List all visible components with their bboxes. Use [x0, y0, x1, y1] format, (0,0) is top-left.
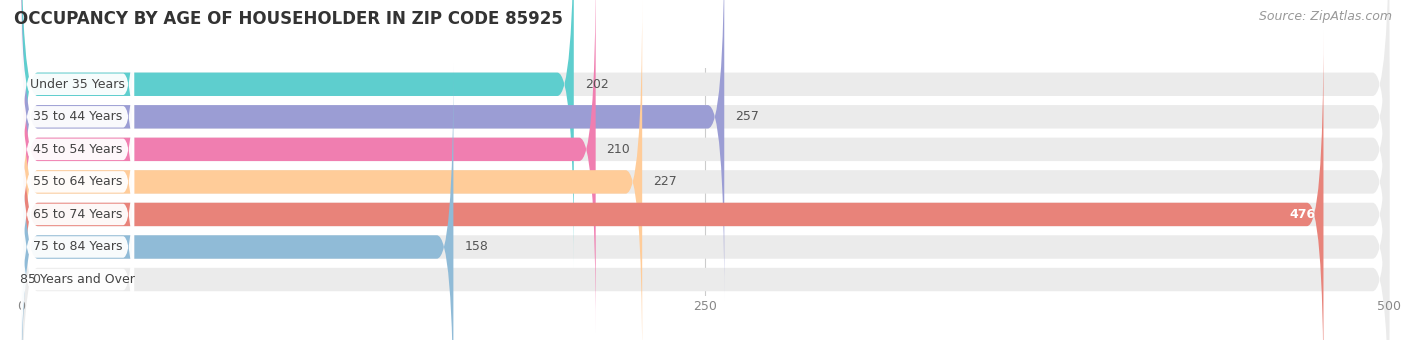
FancyBboxPatch shape	[21, 96, 1389, 340]
FancyBboxPatch shape	[21, 0, 724, 300]
Text: 55 to 64 Years: 55 to 64 Years	[32, 175, 122, 188]
Text: 257: 257	[735, 110, 759, 123]
FancyBboxPatch shape	[21, 30, 134, 269]
FancyBboxPatch shape	[21, 0, 134, 236]
FancyBboxPatch shape	[21, 0, 1389, 333]
Text: 35 to 44 Years: 35 to 44 Years	[32, 110, 122, 123]
Text: 202: 202	[585, 78, 609, 91]
Text: 0: 0	[32, 273, 39, 286]
Text: 227: 227	[654, 175, 676, 188]
FancyBboxPatch shape	[21, 0, 134, 204]
Text: OCCUPANCY BY AGE OF HOUSEHOLDER IN ZIP CODE 85925: OCCUPANCY BY AGE OF HOUSEHOLDER IN ZIP C…	[14, 10, 562, 28]
FancyBboxPatch shape	[21, 128, 134, 340]
FancyBboxPatch shape	[21, 0, 574, 268]
Text: 75 to 84 Years: 75 to 84 Years	[32, 240, 122, 254]
FancyBboxPatch shape	[21, 63, 134, 301]
FancyBboxPatch shape	[21, 95, 134, 334]
FancyBboxPatch shape	[21, 0, 1389, 340]
FancyBboxPatch shape	[21, 0, 643, 340]
FancyBboxPatch shape	[21, 31, 1323, 340]
Text: 210: 210	[606, 143, 630, 156]
FancyBboxPatch shape	[21, 0, 1389, 300]
FancyBboxPatch shape	[21, 0, 596, 333]
Text: Under 35 Years: Under 35 Years	[30, 78, 125, 91]
FancyBboxPatch shape	[21, 0, 1389, 268]
FancyBboxPatch shape	[21, 64, 1389, 340]
Text: Source: ZipAtlas.com: Source: ZipAtlas.com	[1258, 10, 1392, 23]
FancyBboxPatch shape	[21, 160, 134, 340]
FancyBboxPatch shape	[21, 31, 1389, 340]
Text: 158: 158	[464, 240, 488, 254]
Text: 85 Years and Over: 85 Years and Over	[20, 273, 135, 286]
Text: 476: 476	[1289, 208, 1315, 221]
Text: 65 to 74 Years: 65 to 74 Years	[32, 208, 122, 221]
FancyBboxPatch shape	[21, 64, 453, 340]
Text: 45 to 54 Years: 45 to 54 Years	[32, 143, 122, 156]
